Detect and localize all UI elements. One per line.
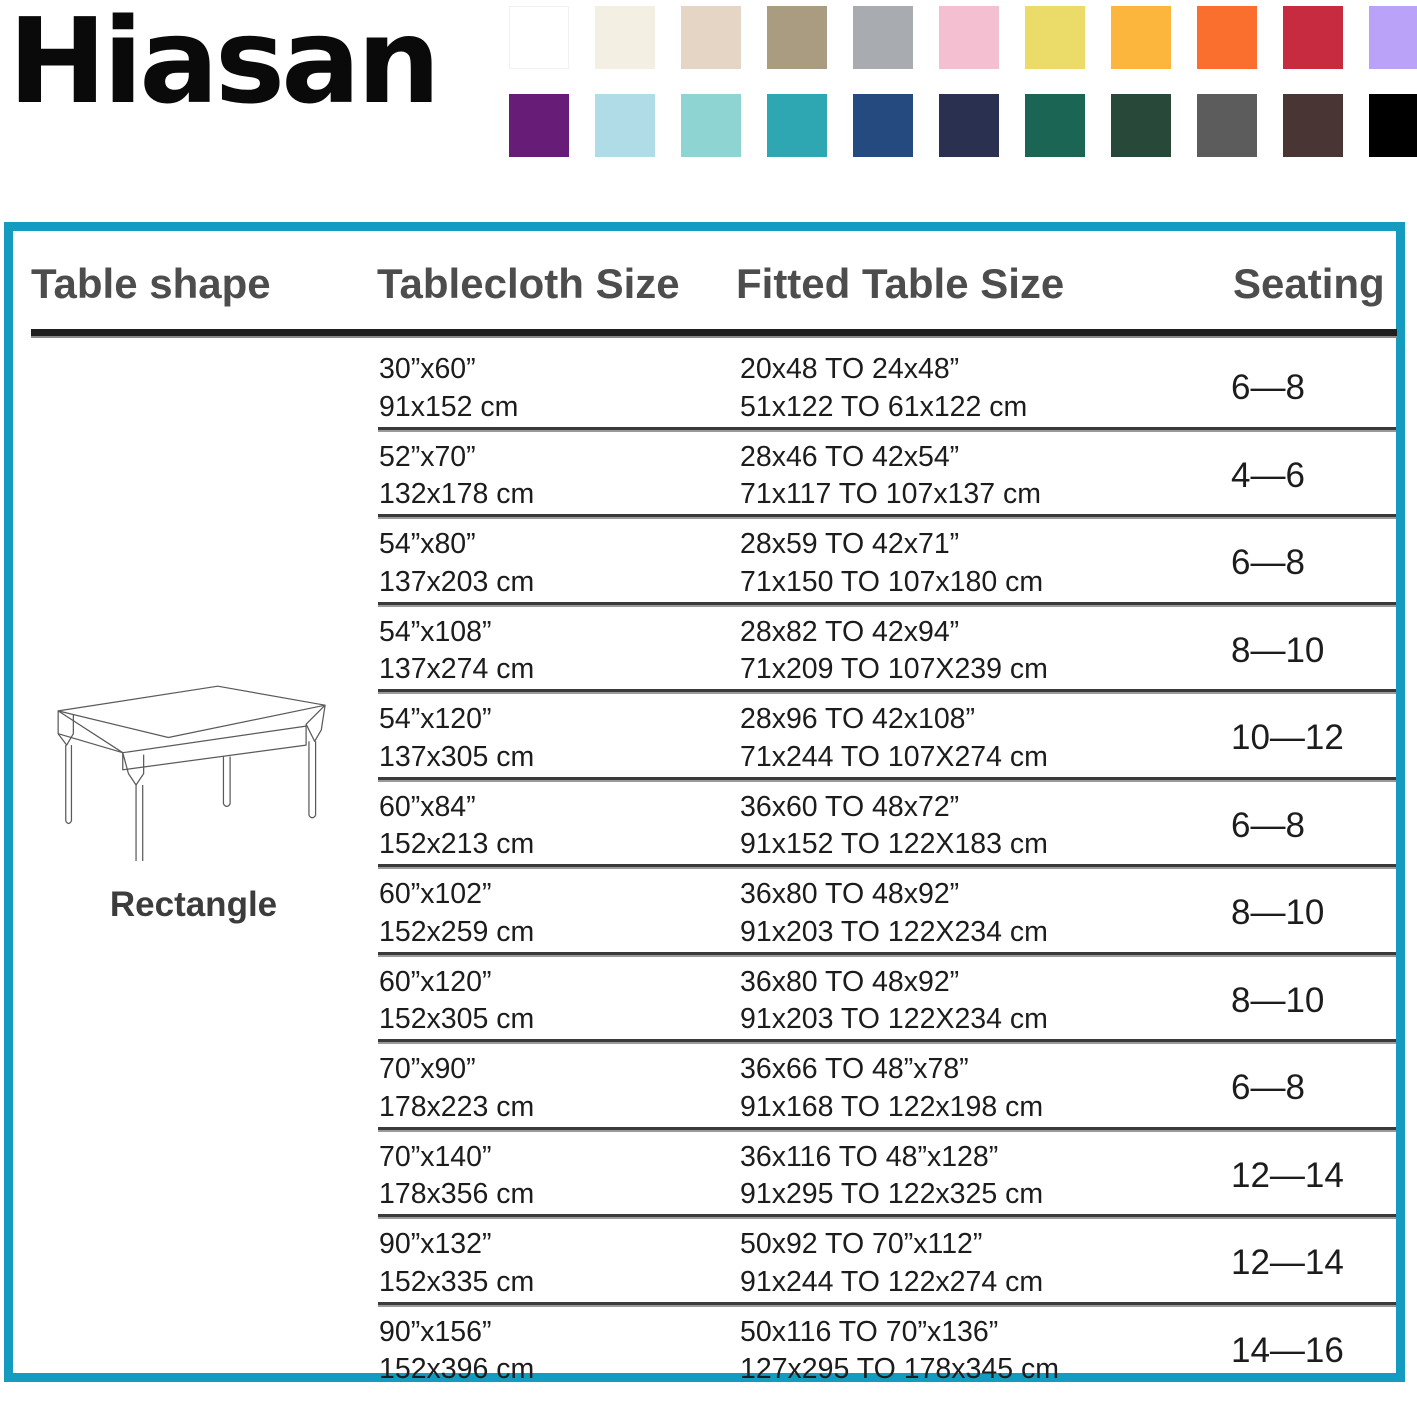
color-swatch-grid [509,6,1417,182]
table-row: 90”x156” 152x396 cm 50x116 TO 70”x136” 127x… [13,1301,1396,1390]
cell-seating: 6—8 [1231,543,1305,582]
color-swatch-row-2 [509,94,1417,157]
cell-seating: 6—8 [1231,805,1305,845]
header-divider [31,329,1397,338]
cell-seating: 6—8 [1231,368,1305,407]
color-swatch-red[interactable] [1283,6,1343,69]
color-swatch-aqua[interactable] [681,94,741,157]
size-chart-frame: Table shape Tablecloth Size Fitted Table… [4,222,1405,1385]
cell-fitted-table-size: 36x66 TO 48”x78” 91x168 TO 122x198 cm [740,1053,1044,1123]
cell-tablecloth-size: 70”x140” 178x356 cm [379,1140,535,1211]
table-row: 90”x132” 152x335 cm 50x92 TO 70”x112” 91x24… [13,1214,1396,1302]
cell-fitted-table-size: 36x80 TO 48x92” 91x203 TO 122X234 cm [740,965,1048,1036]
header-band: Hiasan [0,0,1417,215]
cell-tablecloth-size: 52”x70” 132x178 cm [379,440,535,511]
cell-tablecloth-size: 54”x80” 137x203 cm [379,528,535,598]
color-swatch-light-blue[interactable] [595,94,655,157]
color-swatch-marigold[interactable] [1111,6,1171,69]
cell-seating: 4—6 [1231,455,1305,495]
row-divider [378,776,1396,782]
color-swatch-silver-gray[interactable] [853,6,913,69]
cell-tablecloth-size: 54”x120” 137x305 cm [379,703,535,773]
cell-seating: 8—10 [1231,980,1325,1020]
table-row: 60”x84” 152x213 cm 36x60 TO 48x72” 91x152 T… [13,776,1396,865]
table-shape-column: Rectangle [21,671,366,925]
cell-fitted-table-size: 50x116 TO 70”x136” 127x295 TO 178x345 cm [740,1315,1059,1386]
color-swatch-dark-navy[interactable] [939,94,999,157]
color-swatch-dark-gray[interactable] [1197,94,1257,157]
color-swatch-brown[interactable] [1283,94,1343,157]
cell-tablecloth-size: 60”x120” 152x305 cm [379,965,535,1036]
color-swatch-hunter-green[interactable] [1111,94,1171,157]
cell-seating: 12—14 [1231,1243,1344,1282]
column-header-seating: Seating [1233,260,1385,307]
color-swatch-emerald[interactable] [1025,94,1085,157]
column-header-fitted-table-size: Fitted Table Size [736,260,1065,307]
cell-fitted-table-size: 28x96 TO 42x108” 71x244 TO 107X274 cm [740,703,1048,773]
row-divider [378,1214,1396,1219]
row-divider [378,601,1396,607]
table-body: 30”x60” 91x152 cm 20x48 TO 24x48” 51x122 TO… [13,339,1396,1389]
cell-fitted-table-size: 36x116 TO 48”x128” 91x295 TO 122x325 cm [740,1140,1044,1211]
table-shape-label: Rectangle [109,885,278,924]
cell-seating: 8—10 [1231,893,1325,932]
table-row: 54”x120” 137x305 cm 28x96 TO 42x108” 71x244… [13,689,1396,777]
cell-seating: 8—10 [1231,630,1325,670]
rectangle-table-illustration [57,685,326,861]
column-header-tablecloth-size: Tablecloth Size [377,260,680,307]
table-header-row: Table shape Tablecloth Size Fitted Table… [13,263,1396,325]
color-swatch-white[interactable] [509,6,569,69]
table-row: 70”x140” 178x356 cm 36x116 TO 48”x128” 91x2… [13,1126,1396,1215]
row-divider [378,864,1396,869]
row-divider [378,951,1396,957]
color-swatch-black[interactable] [1369,94,1417,157]
table-row: 60”x102” 152x259 cm 36x80 TO 48x92” 91x203 … [13,864,1396,952]
color-swatch-ivory[interactable] [595,6,655,69]
row-divider [378,1039,1396,1044]
cell-tablecloth-size: 90”x156” 152x396 cm [379,1315,535,1386]
table-row: 54”x108” 137x274 cm 28x82 TO 42x94” 71x209 … [13,601,1396,690]
color-swatch-purple[interactable] [509,94,569,157]
table-row: 30”x60” 91x152 cm 20x48 TO 24x48” 51x122 TO… [13,339,1396,427]
row-divider [378,1301,1396,1307]
table-row: 70”x90” 178x223 cm 36x66 TO 48”x78” 91x168 … [13,1039,1396,1127]
table-row: 52”x70” 132x178 cm 28x46 TO 42x54” 71x117 T… [13,426,1396,515]
row-divider [378,689,1396,694]
cell-tablecloth-size: 54”x108” 137x274 cm [379,615,535,686]
color-swatch-navy-blue[interactable] [853,94,913,157]
cell-seating: 10—12 [1231,718,1344,757]
cell-seating: 14—16 [1231,1330,1344,1370]
color-swatch-row-1 [509,6,1417,69]
cell-fitted-table-size: 28x59 TO 42x71” 71x150 TO 107x180 cm [740,528,1044,598]
color-swatch-beige[interactable] [681,6,741,69]
cell-seating: 6—8 [1231,1068,1305,1107]
cell-tablecloth-size: 70”x90” 178x223 cm [379,1053,535,1123]
cell-fitted-table-size: 36x60 TO 48x72” 91x152 TO 122X183 cm [740,790,1048,861]
row-divider [378,514,1396,519]
row-divider [378,426,1396,432]
cell-fitted-table-size: 28x46 TO 42x54” 71x117 TO 107x137 cm [740,440,1042,511]
color-swatch-blush-pink[interactable] [939,6,999,69]
color-swatch-pale-yellow[interactable] [1025,6,1085,69]
cell-tablecloth-size: 60”x84” 152x213 cm [379,790,535,861]
color-swatch-orange[interactable] [1197,6,1257,69]
table-row: 54”x80” 137x203 cm 28x59 TO 42x71” 71x150 T… [13,514,1396,602]
color-swatch-teal[interactable] [767,94,827,157]
cell-fitted-table-size: 28x82 TO 42x94” 71x209 TO 107X239 cm [740,615,1048,686]
cell-fitted-table-size: 50x92 TO 70”x112” 91x244 TO 122x274 cm [740,1228,1044,1298]
color-swatch-lavender[interactable] [1369,6,1417,69]
row-divider [378,1126,1396,1132]
brand-logo: Hiasan [8,0,441,130]
column-header-table-shape: Table shape [31,260,271,307]
cell-fitted-table-size: 36x80 TO 48x92” 91x203 TO 122X234 cm [740,878,1048,948]
color-swatch-taupe[interactable] [767,6,827,69]
cell-tablecloth-size: 30”x60” 91x152 cm [379,353,519,423]
cell-tablecloth-size: 90”x132” 152x335 cm [379,1228,535,1298]
cell-fitted-table-size: 20x48 TO 24x48” 51x122 TO 61x122 cm [740,353,1028,423]
cell-tablecloth-size: 60”x102” 152x259 cm [379,878,535,948]
cell-seating: 12—14 [1231,1155,1344,1195]
table-row: 60”x120” 152x305 cm 36x80 TO 48x92” 91x203 … [13,951,1396,1040]
